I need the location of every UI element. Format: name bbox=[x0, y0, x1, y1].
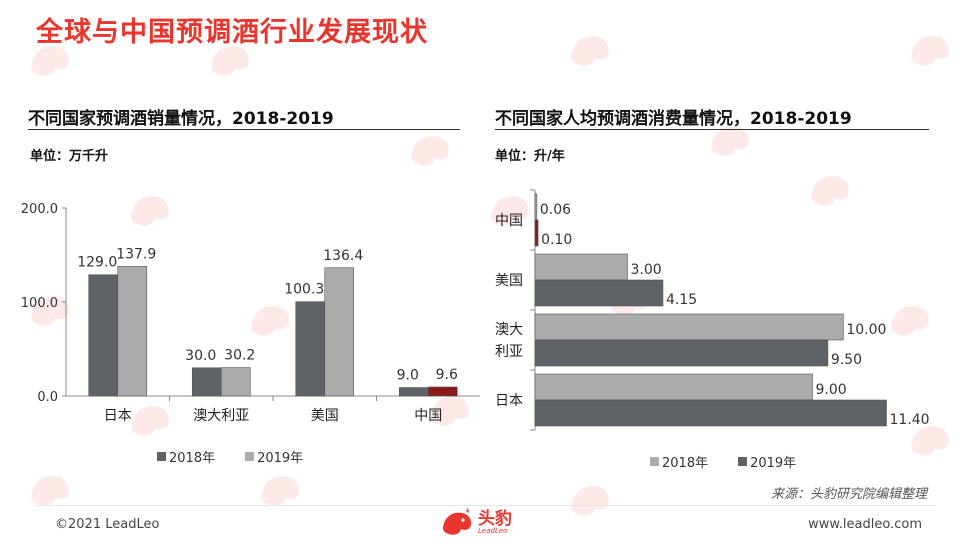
watermark-logo bbox=[900, 30, 960, 74]
data-label: 11.40 bbox=[890, 412, 930, 428]
bar-2019年-日本 bbox=[117, 266, 148, 397]
legend-item-2018: 2018年 bbox=[157, 447, 215, 466]
data-label: 30.2 bbox=[224, 348, 255, 364]
y-tick-label: 0.0 bbox=[37, 390, 58, 405]
legend-swatch-2019-right bbox=[738, 457, 748, 466]
website-link[interactable]: www.leadleo.com bbox=[808, 517, 922, 532]
y-category-label: 中国 bbox=[495, 213, 523, 229]
watermark-logo bbox=[560, 30, 620, 74]
footer-divider bbox=[36, 505, 936, 506]
data-label: 129.0 bbox=[77, 255, 117, 271]
legend-item-2019-right: 2019年 bbox=[738, 452, 796, 471]
watermark-leopard-icon bbox=[31, 476, 69, 506]
copyright-text: ©2021 LeadLeo bbox=[55, 517, 160, 532]
data-label: 0.10 bbox=[541, 232, 572, 248]
x-category-label: 日本 bbox=[104, 408, 132, 424]
bar-2019年-中国 bbox=[534, 219, 539, 247]
right-legend: 2018年 2019年 bbox=[650, 452, 826, 471]
bar-2019年-美国 bbox=[324, 267, 355, 397]
data-label: 10.00 bbox=[846, 322, 886, 338]
logo-text: 头豹 bbox=[478, 508, 512, 529]
watermark-leopard-icon bbox=[571, 486, 609, 516]
x-category-label: 澳大利亚 bbox=[193, 408, 249, 424]
legend-label-2019: 2019年 bbox=[257, 451, 304, 466]
data-label: 3.00 bbox=[631, 262, 662, 278]
watermark-logo bbox=[560, 480, 620, 524]
bar-2019年-美国 bbox=[534, 279, 664, 307]
left-unit-label: 单位：万千升 bbox=[30, 149, 109, 164]
data-label: 136.4 bbox=[323, 248, 363, 264]
bar-2018年-中国 bbox=[534, 193, 538, 221]
watermark-leopard-icon bbox=[261, 476, 299, 506]
bar-2019年-日本 bbox=[534, 399, 887, 427]
right-chart-title: 不同国家人均预调酒消费量情况，2018-2019 bbox=[495, 109, 852, 129]
page-title: 全球与中国预调酒行业发展现状 bbox=[36, 17, 428, 48]
y-category-label: 美国 bbox=[495, 273, 523, 289]
legend-swatch-2019 bbox=[245, 452, 255, 461]
right-bar-chart: 中国 0.06 0.10 美国 3.004.15 澳大利亚 10.00 9.50 日本 9.00 1… bbox=[495, 189, 930, 431]
data-label: 4.15 bbox=[666, 292, 697, 308]
watermark-leopard-icon bbox=[911, 36, 949, 66]
watermark-logo bbox=[20, 470, 80, 514]
bar-2019年-澳大利亚 bbox=[220, 367, 251, 397]
bar-2019年-中国 bbox=[427, 386, 458, 397]
data-label: 9.00 bbox=[816, 382, 847, 398]
bar-2018年-澳大利亚 bbox=[191, 367, 222, 397]
legend-label-2019-right: 2019年 bbox=[750, 456, 797, 471]
y-category-label: 澳大 bbox=[495, 322, 523, 338]
source-note: 来源：头豹研究院编辑整理 bbox=[770, 487, 927, 502]
left-legend: 2018年 2019年 bbox=[157, 447, 333, 466]
data-label: 0.06 bbox=[540, 202, 571, 218]
leopard-logo-icon bbox=[443, 508, 472, 535]
data-label: 30.0 bbox=[185, 348, 216, 364]
data-label: 100.3 bbox=[284, 282, 324, 298]
y-tick-label: 100.0 bbox=[21, 296, 58, 311]
legend-swatch-2018 bbox=[157, 452, 166, 461]
data-label: 137.9 bbox=[116, 246, 156, 262]
bar-2018年-澳大利亚 bbox=[534, 313, 844, 341]
bar-2018年-日本 bbox=[88, 274, 119, 397]
leadleo-logo: 头豹 LeadLeo bbox=[440, 508, 512, 538]
data-label: 9.50 bbox=[831, 352, 862, 368]
legend-label-2018: 2018年 bbox=[169, 451, 216, 466]
bar-2018年-中国 bbox=[398, 387, 429, 397]
y-category-label: 利亚 bbox=[495, 344, 523, 360]
data-label: 9.0 bbox=[397, 368, 419, 384]
watermark-leopard-icon bbox=[411, 136, 449, 166]
left-title-rule bbox=[28, 129, 460, 130]
y-tick-label: 200.0 bbox=[21, 202, 58, 217]
bar-2018年-美国 bbox=[534, 253, 628, 281]
bar-2018年-日本 bbox=[534, 373, 813, 401]
legend-label-2018-right: 2018年 bbox=[662, 456, 709, 471]
legend-item-2019: 2019年 bbox=[245, 447, 303, 466]
watermark-logo bbox=[250, 470, 310, 514]
bar-2018年-美国 bbox=[295, 301, 326, 397]
legend-swatch-2018-right bbox=[650, 457, 659, 466]
legend-item-2018-right: 2018年 bbox=[650, 452, 708, 471]
x-category-label: 中国 bbox=[414, 408, 442, 424]
watermark-logo bbox=[400, 130, 460, 174]
bar-2019年-澳大利亚 bbox=[534, 339, 829, 367]
y-category-label: 日本 bbox=[495, 393, 523, 409]
watermark-leopard-icon bbox=[571, 36, 609, 66]
left-chart-title: 不同国家预调酒销量情况，2018-2019 bbox=[28, 109, 334, 129]
x-category-label: 美国 bbox=[311, 408, 339, 424]
right-title-rule bbox=[495, 129, 929, 130]
data-label: 9.6 bbox=[436, 367, 458, 383]
right-unit-label: 单位：升/年 bbox=[495, 149, 565, 164]
logo-subtext: LeadLeo bbox=[478, 526, 508, 535]
